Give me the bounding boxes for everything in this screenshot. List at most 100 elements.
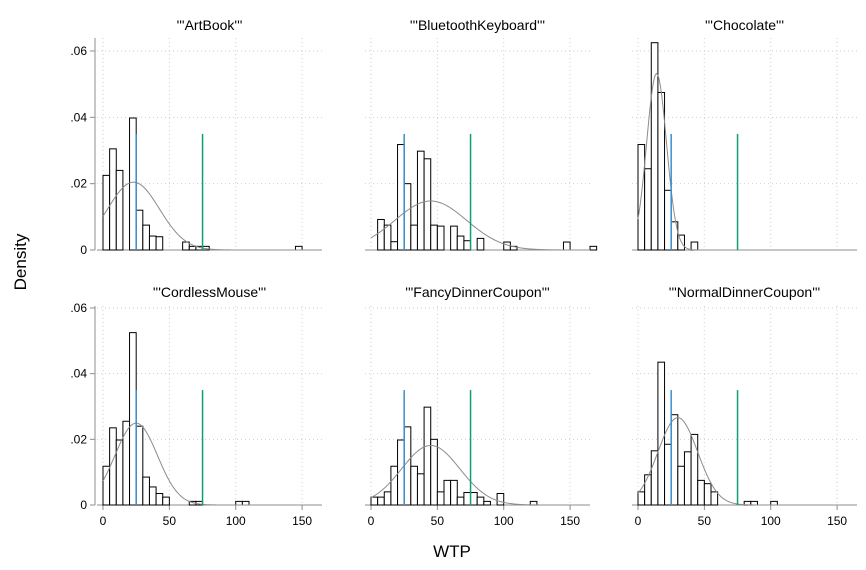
hist-bar bbox=[397, 144, 405, 251]
hist-bar bbox=[476, 496, 485, 506]
hist-bar bbox=[423, 158, 432, 251]
hist-bar bbox=[476, 237, 485, 251]
hist-bar bbox=[644, 168, 652, 251]
hist-bar bbox=[690, 433, 699, 506]
panel-5: '''FancyDinnerCoupon''' 0 50 100 150 bbox=[365, 284, 590, 528]
hist-bar bbox=[562, 241, 571, 251]
hist-bar bbox=[109, 148, 117, 251]
hist-bar bbox=[148, 235, 157, 251]
hist-bar bbox=[450, 225, 458, 251]
panel-1: '''ArtBook''' 0 .02 .04 .06 bbox=[70, 17, 322, 257]
normal-curve bbox=[637, 72, 857, 251]
hist-bar bbox=[670, 414, 679, 506]
x-axis-label: WTP bbox=[433, 542, 471, 561]
hist-bar bbox=[416, 150, 425, 251]
panel-4: '''CordlessMouse''' 0 .02 .04 .06 0 50 100 150 bbox=[70, 284, 322, 528]
hist-bar bbox=[677, 465, 685, 506]
hist-bar bbox=[683, 451, 692, 506]
hist-bar bbox=[436, 491, 445, 506]
hist-bar bbox=[450, 479, 458, 506]
hist-bar bbox=[383, 491, 392, 506]
hist-bar bbox=[188, 245, 197, 251]
hist-bar bbox=[383, 224, 392, 251]
hist-bar bbox=[135, 425, 144, 506]
hist-bar bbox=[410, 224, 418, 251]
hist-bar bbox=[155, 493, 164, 506]
x-tick-label: 0 bbox=[368, 514, 375, 528]
normal-curve bbox=[370, 444, 590, 506]
hist-bar bbox=[294, 245, 303, 251]
x-tick-label: 150 bbox=[292, 514, 312, 528]
x-tick-label: 50 bbox=[698, 514, 712, 528]
hist-bar bbox=[770, 500, 778, 506]
hist-bar bbox=[403, 426, 412, 506]
hist-bar bbox=[390, 241, 399, 251]
hist-bar bbox=[416, 473, 425, 506]
hist-bar bbox=[637, 491, 646, 506]
hist-bar bbox=[430, 224, 438, 251]
x-tick-label: 100 bbox=[494, 514, 514, 528]
normal-curve bbox=[637, 417, 857, 506]
hist-bar bbox=[135, 209, 144, 251]
x-tick-label: 100 bbox=[226, 514, 246, 528]
hist-bar bbox=[443, 479, 452, 506]
hist-bar bbox=[430, 438, 438, 506]
panel-6: '''NormalDinnerCoupon''' 0 50 100 150 bbox=[632, 284, 857, 528]
hist-bar bbox=[664, 443, 672, 506]
x-tick-label: 150 bbox=[560, 514, 580, 528]
normal-curve bbox=[370, 200, 590, 251]
normal-curve bbox=[102, 181, 322, 251]
hist-bar bbox=[644, 474, 652, 506]
y-tick-label: .06 bbox=[70, 301, 87, 315]
y-tick-label: .02 bbox=[70, 432, 87, 446]
hist-bar bbox=[650, 450, 659, 506]
hist-bar bbox=[155, 236, 164, 251]
hist-bar bbox=[463, 492, 472, 506]
hist-bar bbox=[241, 500, 250, 506]
hist-bar bbox=[403, 183, 412, 251]
y-tick-label: .04 bbox=[70, 367, 87, 381]
hist-bar bbox=[470, 492, 478, 506]
panel-title: '''BluetoothKeyboard''' bbox=[410, 17, 545, 33]
hist-bar bbox=[102, 174, 111, 251]
panel-title: '''Chocolate''' bbox=[705, 17, 784, 33]
hist-bar bbox=[370, 496, 379, 506]
hist-bar bbox=[697, 479, 705, 506]
x-tick-label: 0 bbox=[635, 514, 642, 528]
hist-bar bbox=[142, 224, 150, 251]
hist-bar bbox=[129, 332, 137, 506]
hist-bar bbox=[483, 500, 491, 506]
panel-3: '''Chocolate''' bbox=[632, 17, 857, 251]
hist-bar bbox=[410, 465, 418, 506]
hist-bar bbox=[463, 240, 472, 251]
x-tick-label: 50 bbox=[163, 514, 177, 528]
panel-title: '''FancyDinnerCoupon''' bbox=[405, 284, 549, 300]
hist-bar bbox=[456, 496, 465, 506]
hist-bar bbox=[589, 245, 598, 251]
hist-bar bbox=[377, 218, 385, 251]
x-tick-label: 150 bbox=[827, 514, 847, 528]
panel-title: '''ArtBook''' bbox=[177, 17, 243, 33]
hist-bar bbox=[235, 500, 243, 506]
hist-bar bbox=[162, 496, 170, 506]
panel-title: '''CordlessMouse''' bbox=[153, 284, 266, 300]
y-tick-label: .06 bbox=[70, 44, 87, 58]
hist-bar bbox=[122, 420, 131, 506]
hist-bar bbox=[129, 117, 137, 251]
hist-bar bbox=[142, 476, 150, 506]
hist-bar bbox=[710, 491, 719, 506]
panel-2: '''BluetoothKeyboard''' bbox=[365, 17, 598, 251]
hist-bar bbox=[456, 235, 465, 251]
normal-curve bbox=[102, 422, 322, 506]
hist-bar bbox=[690, 241, 699, 251]
x-tick-label: 100 bbox=[761, 514, 781, 528]
y-tick-label: .04 bbox=[70, 110, 87, 124]
y-tick-label: 0 bbox=[80, 498, 87, 512]
x-tick-label: 0 bbox=[100, 514, 107, 528]
hist-bar bbox=[703, 483, 712, 506]
hist-bar bbox=[436, 225, 445, 251]
hist-bar bbox=[496, 493, 505, 506]
panel-title: '''NormalDinnerCoupon''' bbox=[669, 284, 820, 300]
